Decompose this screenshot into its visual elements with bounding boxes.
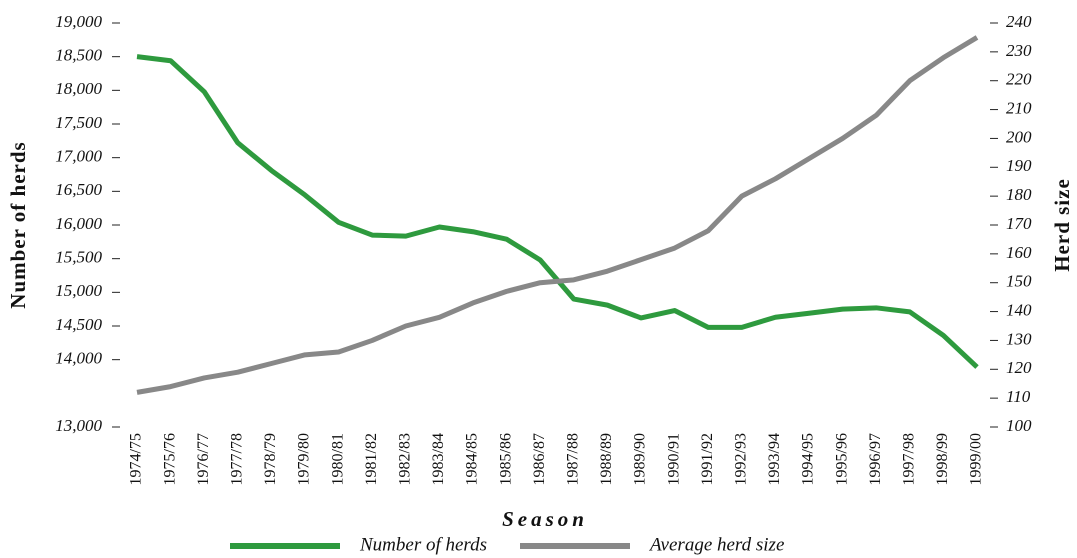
- x-tick-label: 1988/89: [598, 433, 615, 485]
- x-tick-label: 1976/77: [195, 433, 212, 485]
- y2-tick-label: 230: [1006, 41, 1032, 60]
- x-tick-label: 1975/76: [161, 433, 178, 485]
- x-tick-label: 1993/94: [766, 433, 783, 485]
- x-tick-label: 1985/86: [497, 433, 514, 485]
- x-tick-label: 1984/85: [464, 433, 481, 485]
- x-tick-label: 1982/83: [396, 433, 413, 485]
- x-tick-label: 1983/84: [430, 433, 447, 485]
- y-tick-label: 16,500: [55, 180, 102, 199]
- x-tick-label: 1996/97: [867, 433, 884, 485]
- y2-tick-label: 100: [1006, 416, 1032, 435]
- x-tick-label: 1980/81: [329, 433, 346, 485]
- y-tick-label: 18,000: [55, 79, 102, 98]
- y-tick-label: 16,000: [55, 214, 102, 233]
- y2-tick-label: 190: [1006, 156, 1032, 175]
- y-tick-label: 17,500: [55, 113, 102, 132]
- y2-tick-label: 110: [1006, 387, 1031, 406]
- x-tick-label: 1978/79: [262, 433, 279, 485]
- line-series: [136, 35, 979, 395]
- x-tick-label: 1981/82: [363, 433, 380, 485]
- y-tick-label: 14,000: [55, 349, 102, 368]
- x-tick-label: 1987/88: [564, 433, 581, 485]
- y2-tick-label: 170: [1006, 214, 1032, 233]
- y2-tick-label: 240: [1006, 12, 1032, 31]
- x-tick-label: 1979/80: [296, 433, 313, 485]
- x-tick-label: 1994/95: [800, 433, 817, 485]
- y-tick-label: 13,000: [55, 416, 102, 435]
- y-tick-label: 19,000: [55, 12, 102, 31]
- y2-axis-title: Herd size: [1050, 178, 1074, 272]
- x-tick-label: 1997/98: [900, 433, 917, 485]
- y-tick-label: 18,500: [55, 46, 102, 65]
- y-tick-label: 15,000: [55, 281, 102, 300]
- x-tick-label: 1998/99: [934, 433, 951, 485]
- y2-tick-label: 210: [1006, 98, 1032, 117]
- y2-tick-label: 180: [1006, 185, 1032, 204]
- y2-tick-label: 120: [1006, 358, 1032, 377]
- y-axis-title: Number of herds: [6, 141, 30, 308]
- legend-label: Average herd size: [648, 534, 784, 555]
- x-tick-label: 1990/91: [665, 433, 682, 485]
- y-tick-label: 17,000: [55, 147, 102, 166]
- y2-tick-label: 130: [1006, 329, 1032, 348]
- x-tick-label: 1977/78: [228, 433, 245, 485]
- y-tick-label: 14,500: [55, 315, 102, 334]
- x-tick-label: 1991/92: [699, 433, 716, 485]
- y-tick-label: 15,500: [55, 248, 102, 267]
- x-tick-label: 1974/75: [128, 433, 145, 485]
- x-axis-title: Season: [502, 507, 588, 531]
- x-tick-label: 1989/90: [632, 433, 649, 485]
- y2-tick-label: 150: [1006, 272, 1032, 291]
- y2-tick-label: 140: [1006, 300, 1032, 319]
- line-series: [136, 54, 979, 369]
- y2-tick-label: 220: [1006, 70, 1032, 89]
- x-tick-label: 1999/00: [968, 433, 985, 485]
- legend-label: Number of herds: [359, 534, 487, 555]
- x-tick-label: 1995/96: [833, 433, 850, 485]
- x-tick-label: 1986/87: [531, 433, 548, 485]
- y2-tick-label: 160: [1006, 243, 1032, 262]
- x-tick-label: 1992/93: [732, 433, 749, 485]
- y2-tick-label: 200: [1006, 127, 1032, 146]
